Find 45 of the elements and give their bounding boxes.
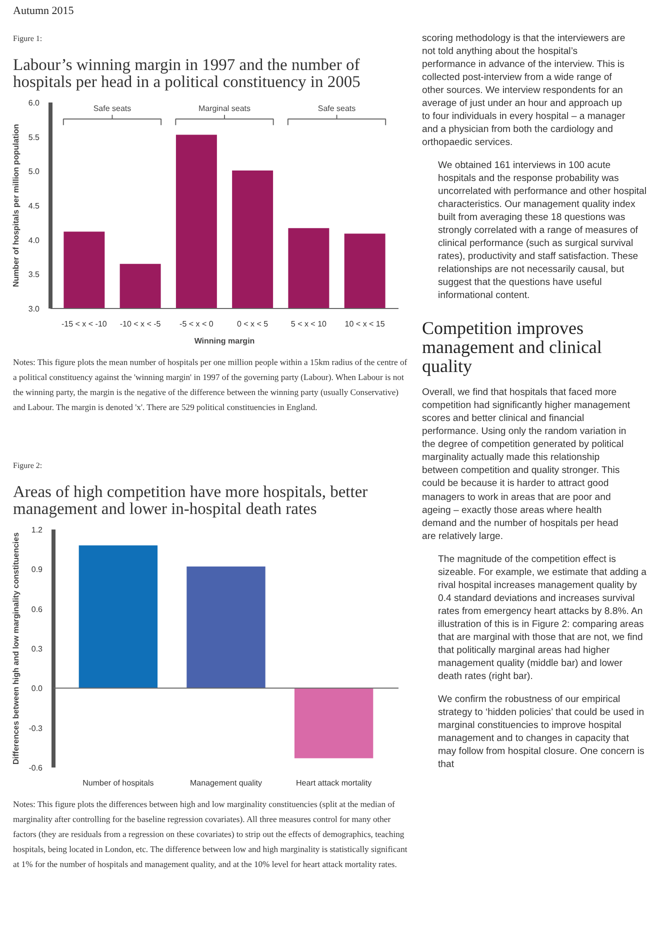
y-tick-label: 5.0 — [28, 166, 40, 176]
x-tick-label: 10 < x < 15 — [344, 319, 386, 328]
y-tick-label: 3.0 — [28, 304, 40, 314]
text: scoring methodology is that the interviewers are not told anything about the hospital’s performance in advance of the interview. This is collected post-interview from a wide range of other sources. We interview respondents for an average of just under an hour and approach up to four individuals in every hospital – a manager and a physician from both the cardiology and orthopaedic services. — [422, 32, 626, 148]
bar — [186, 566, 266, 688]
y-tick-label: 4.5 — [28, 201, 40, 210]
y-axis-title: Number of hospitals per million population — [11, 123, 20, 287]
x-tick-label: -15 < x < -10 — [62, 319, 108, 328]
x-tick-label: 5 < x < 10 — [290, 319, 328, 328]
text: We confirm the robustness of our empirical strategy to ‘hidden policies’ that could be used in marginal constituencies to improve hospital management and to changes in capacity that may follow from hospital closure. One concern is that — [438, 693, 646, 772]
y-tick-label: 0.9 — [31, 564, 44, 574]
y-tick-label: -0.3 — [28, 724, 44, 733]
text: The magnitude of the competition effect is sizeable. For example, we estimate that adding a rival hospital increases management quality by 0.4 standard deviations and increases survival rates from emergency heart attacks by 8.8%. An illustration of this is in Figure 2: comparing areas that are marginal with those that are not, we find that politically marginal areas had higher management quality (middle bar) and lower death rates (right bar). — [438, 554, 647, 682]
annotation: Safe seats — [93, 103, 132, 112]
annotation: Marginal seats — [198, 103, 251, 112]
y-tick-label: 0.0 — [31, 684, 44, 693]
x-tick-label: -5 < x < 0 — [180, 319, 214, 328]
text: Notes: This figure plots the mean number of hospitals per one million people within a 15km radius of the centre of a political constituency against the 'winning margin' in 1997 of the governing party (Labour). When Labour is not the winning party, the margin is the negative of the difference between the winning party (usually Conservative) and Labour. The margin is denoted 'x'. There are 529 political constituencies in England. — [13, 356, 408, 414]
y-tick-label: 4.0 — [28, 235, 40, 244]
x-tick-label: Management quality — [190, 778, 262, 788]
y-tick-label: 0.6 — [31, 604, 44, 614]
chart-subtitle: Labour’s winning margin in 1997 and the number of hospitals per head in a political constituency in 2005 — [13, 54, 362, 92]
y-tick-label: 5.5 — [28, 132, 40, 142]
x-tick-label: Heart attack mortality — [296, 778, 372, 788]
y-axis-title: Differences between high and low marginality constituencies — [12, 532, 21, 764]
y-tick-label: 0.3 — [31, 644, 44, 654]
y-tick-label: 1.2 — [31, 525, 44, 534]
text: Overall, we find that hospitals that faced more competition had significantly higher management scores and better clinical and financial performance. Using only the random variation in the degree of competition generated by political marginality actually made this relationship between competition and quality stronger. This could be because it is harder to attract good managers to work in areas that are poor and ageing – exactly those areas where health demand and the number of hospitals per head are relatively large. — [422, 387, 630, 542]
y-tick-label: -0.6 — [28, 763, 44, 772]
chart-title: Figure 2: — [13, 460, 42, 472]
text: Competition improves management and clinical quality — [422, 318, 603, 376]
annotation: Safe seats — [318, 103, 356, 112]
x-tick-label: 0 < x < 5 — [237, 319, 269, 328]
x-tick-label: -10 < x < -5 — [120, 319, 162, 328]
x-tick-label: Number of hospitals — [82, 778, 154, 788]
text: Autumn 2015 — [13, 5, 74, 18]
chart-title: Figure 1: — [13, 32, 42, 44]
bar — [294, 688, 374, 758]
text: Notes: This figure plots the differences between high and low marginality constituencies (split at the median of marginality after controlling for the baseline regression covariates). All three measures control for many other factors (they are residuals from a regression on these covariates) to strip out the effects of demographics, teaching hospitals, being located in London, etc. The difference between low and high marginality is statistically significant at 1% for the number of hospitals and management quality, and at the 10% level for heart attack mortality rates. — [13, 798, 408, 871]
chart-subtitle: Areas of high competition have more hospitals, better management and lower in-hospital death rates — [13, 482, 369, 518]
bar — [78, 545, 158, 688]
y-tick-label: 3.5 — [28, 270, 40, 279]
y-tick-label: 6.0 — [28, 98, 40, 108]
x-axis-title: Winning margin — [194, 336, 255, 346]
text: We obtained 161 interviews in 100 acute hospitals and the response probability was uncorrelated with performance and other hospital characteristics. Our management quality index built from averaging these 18 questions was strongly correlated with a range of measures of clinical performance (such as surgical survival rates), productivity and staff satisfaction. These relationships are not necessarily causal, but suggest that the questions have useful informational content. — [438, 160, 647, 302]
